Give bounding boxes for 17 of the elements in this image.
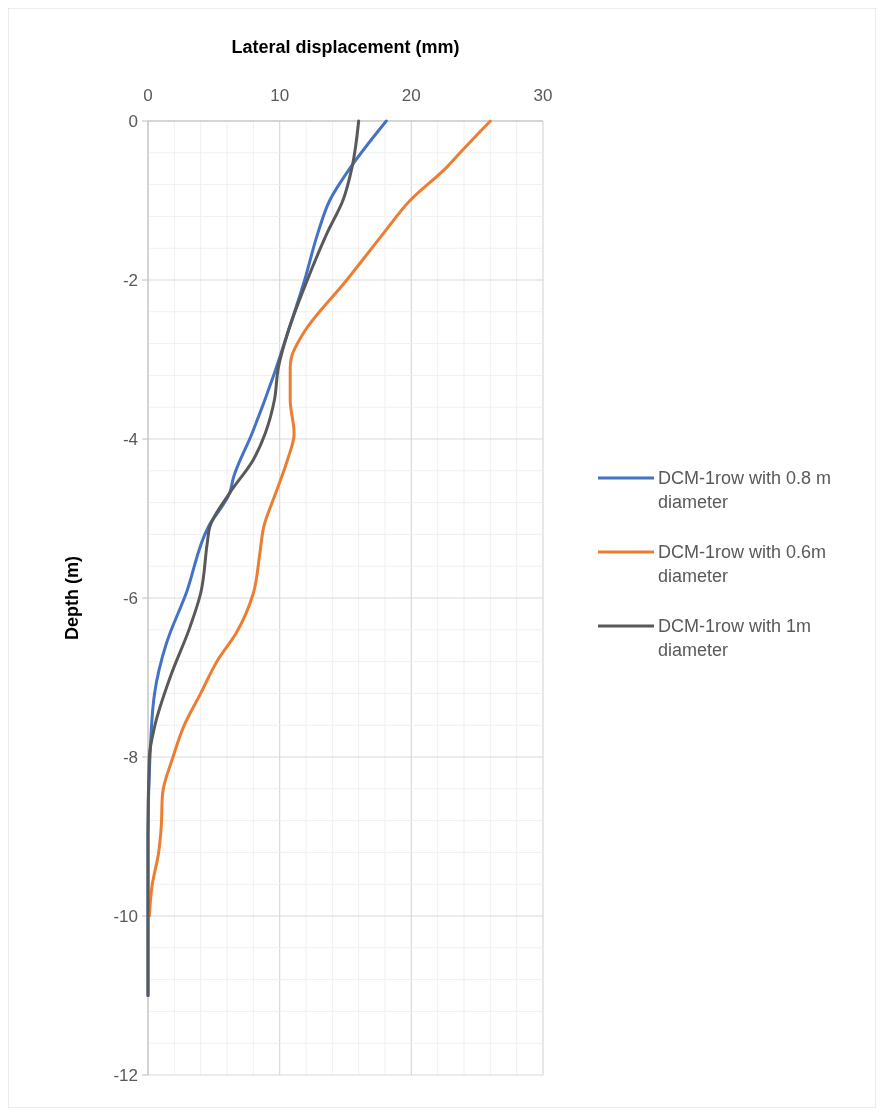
y-tick-label: -12 bbox=[113, 1065, 138, 1085]
y-tick-label: 0 bbox=[128, 111, 138, 131]
x-tick-label: 30 bbox=[533, 86, 553, 105]
y-tick-label: -6 bbox=[122, 588, 138, 608]
y-tick-label: -2 bbox=[122, 270, 138, 290]
line-series bbox=[147, 119, 492, 918]
y-tick-label: -8 bbox=[122, 747, 138, 767]
y-axis-title: Depth (m) bbox=[62, 556, 82, 640]
x-axis-title: Lateral displacement (mm) bbox=[231, 37, 460, 57]
y-tick-label: -10 bbox=[113, 906, 138, 926]
x-tick-label: 0 bbox=[143, 86, 153, 105]
y-tick-label: -4 bbox=[122, 429, 138, 449]
x-tick-label: 10 bbox=[270, 86, 290, 105]
legend-label: DCM-1row with 1m diameter bbox=[658, 616, 812, 661]
legend-label: DCM-1row with 0.6m diameter bbox=[658, 542, 827, 587]
x-tick-label: 20 bbox=[401, 86, 421, 105]
legend-label: DCM-1row with 0.8 m diameter bbox=[658, 468, 832, 513]
